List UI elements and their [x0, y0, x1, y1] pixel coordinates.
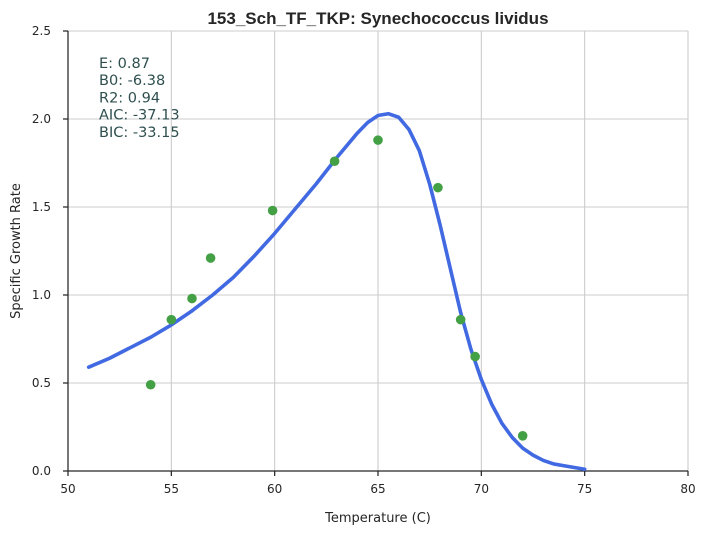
data-point: [145, 379, 156, 390]
x-tick-label: 60: [267, 482, 282, 496]
data-point: [470, 351, 480, 362]
x-tick-label: 75: [577, 482, 592, 496]
data-point: [433, 182, 443, 193]
data-points-layer: [145, 135, 528, 441]
data-point: [267, 205, 278, 216]
data-point: [187, 293, 197, 304]
grid: [68, 30, 689, 471]
y-tick-label: 0.5: [32, 376, 51, 390]
chart-title: 153_Sch_TF_TKP: Synechococcus lividus: [207, 9, 548, 28]
data-point: [166, 314, 177, 325]
y-tick-label: 2.0: [32, 112, 51, 126]
y-axis-label: Specific Growth Rate: [9, 183, 24, 319]
data-point: [329, 156, 340, 167]
data-point: [455, 314, 466, 325]
fit-statistic: E: 0.87: [99, 56, 150, 72]
y-tick-label: 2.5: [32, 24, 51, 38]
fit-curve-layer: [86, 111, 587, 472]
x-tick-label: 80: [680, 482, 695, 496]
data-point: [205, 253, 216, 263]
data-point: [517, 431, 528, 441]
y-tick-label: 1.5: [32, 200, 51, 214]
fit-curve: [86, 111, 587, 472]
data-point: [373, 135, 383, 145]
y-tick-label: 0.0: [32, 464, 51, 478]
x-tick-label: 55: [164, 482, 179, 496]
fit-statistic: AIC: -37.13: [99, 108, 180, 124]
x-tick-label: 65: [370, 482, 385, 496]
fit-statistic: R2: 0.94: [99, 90, 160, 106]
x-tick-label: 50: [60, 482, 75, 496]
x-tick-label: 70: [474, 482, 489, 496]
fit-statistic: BIC: -33.15: [99, 125, 180, 141]
fit-statistic: B0: -6.38: [99, 73, 165, 89]
y-tick-label: 1.0: [32, 288, 51, 302]
x-axis-label: Temperature (C): [324, 511, 431, 526]
